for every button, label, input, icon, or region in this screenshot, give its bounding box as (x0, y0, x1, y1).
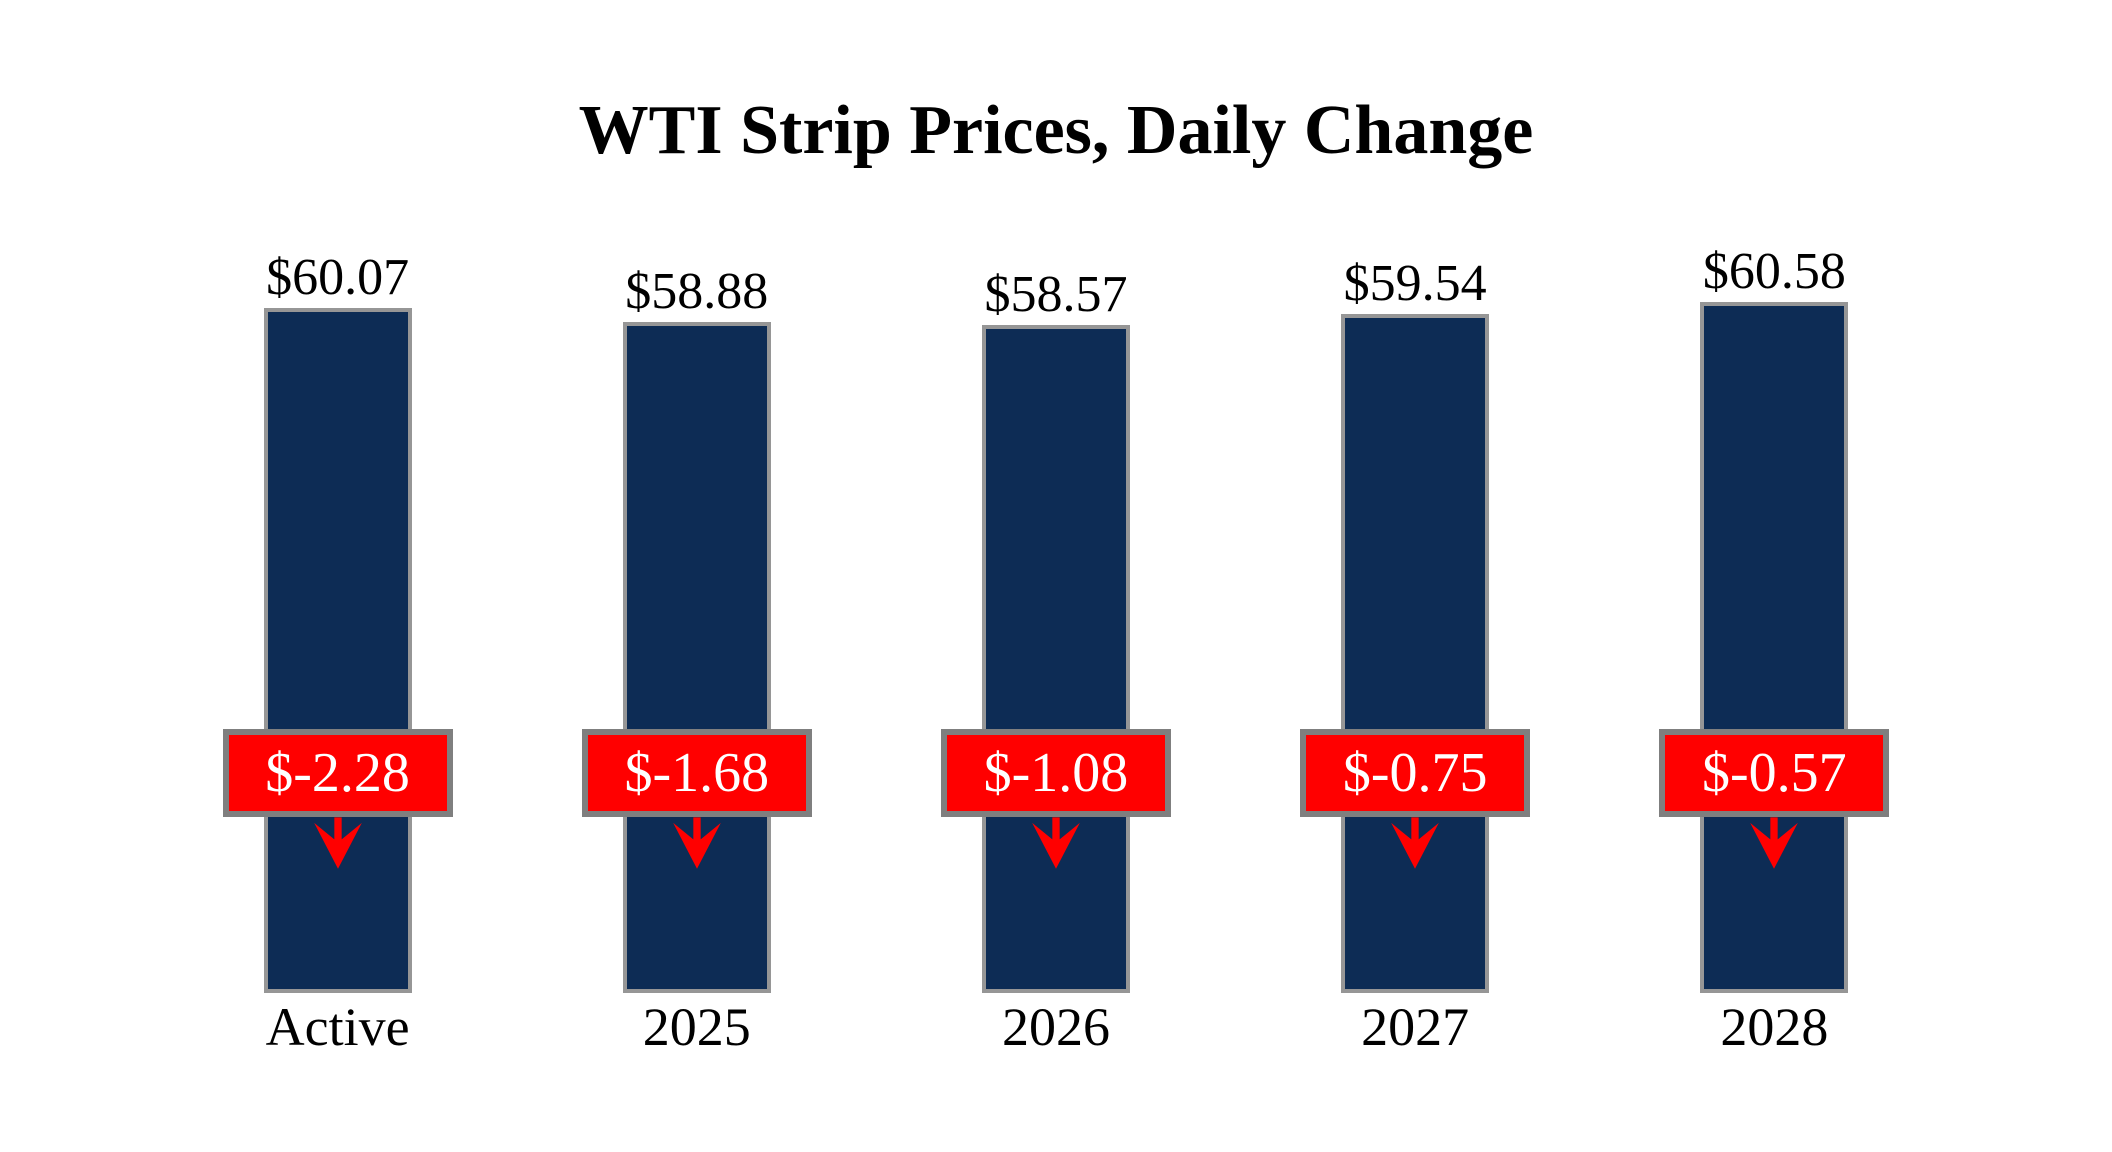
price-bar (263, 308, 412, 993)
bar-column: $58.57 $-1.08 2026 (876, 0, 1235, 1152)
price-label: $60.07 (266, 249, 410, 306)
price-bar (1700, 302, 1849, 993)
down-arrow-icon (1750, 817, 1799, 869)
daily-change-badge: $-1.08 (940, 729, 1171, 817)
category-label: 2026 (1001, 997, 1110, 1057)
price-bar (981, 325, 1130, 993)
daily-change-badge: $-0.75 (1300, 729, 1531, 817)
price-bar (1341, 314, 1490, 993)
bar-columns: $60.07 $-2.28 Active $58.88 $-1.68 2025 … (158, 0, 1954, 1152)
down-arrow-icon (313, 817, 362, 869)
daily-change-badge: $-1.68 (581, 729, 812, 817)
down-arrow-icon (1391, 817, 1439, 869)
daily-change-label: $-1.08 (983, 742, 1129, 804)
chart-title: WTI Strip Prices, Daily Change (578, 92, 1534, 169)
bar-column: $59.54 $-0.75 2027 (1236, 0, 1595, 1152)
price-label: $58.57 (984, 266, 1128, 323)
daily-change-label: $-0.57 (1702, 742, 1847, 804)
down-arrow-icon (1032, 817, 1080, 869)
down-arrow-icon (672, 817, 721, 869)
bar-column: $60.58 $-0.57 2028 (1595, 0, 1954, 1152)
bar-column: $58.88 $-1.68 2025 (517, 0, 876, 1152)
category-label: 2027 (1361, 997, 1470, 1057)
daily-change-label: $-0.75 (1342, 742, 1488, 804)
category-label: 2025 (642, 997, 751, 1057)
bar-column: $60.07 $-2.28 Active (158, 0, 517, 1152)
price-label: $58.88 (625, 263, 769, 320)
daily-change-label: $-1.68 (624, 742, 770, 804)
daily-change-label: $-2.28 (265, 742, 410, 804)
category-label: 2028 (1720, 997, 1829, 1057)
price-bar (622, 322, 771, 993)
daily-change-badge: $-0.57 (1659, 729, 1890, 817)
price-label: $59.54 (1343, 255, 1487, 312)
daily-change-badge: $-2.28 (222, 729, 453, 817)
category-label: Active (265, 997, 410, 1057)
price-label: $60.58 (1702, 243, 1846, 300)
